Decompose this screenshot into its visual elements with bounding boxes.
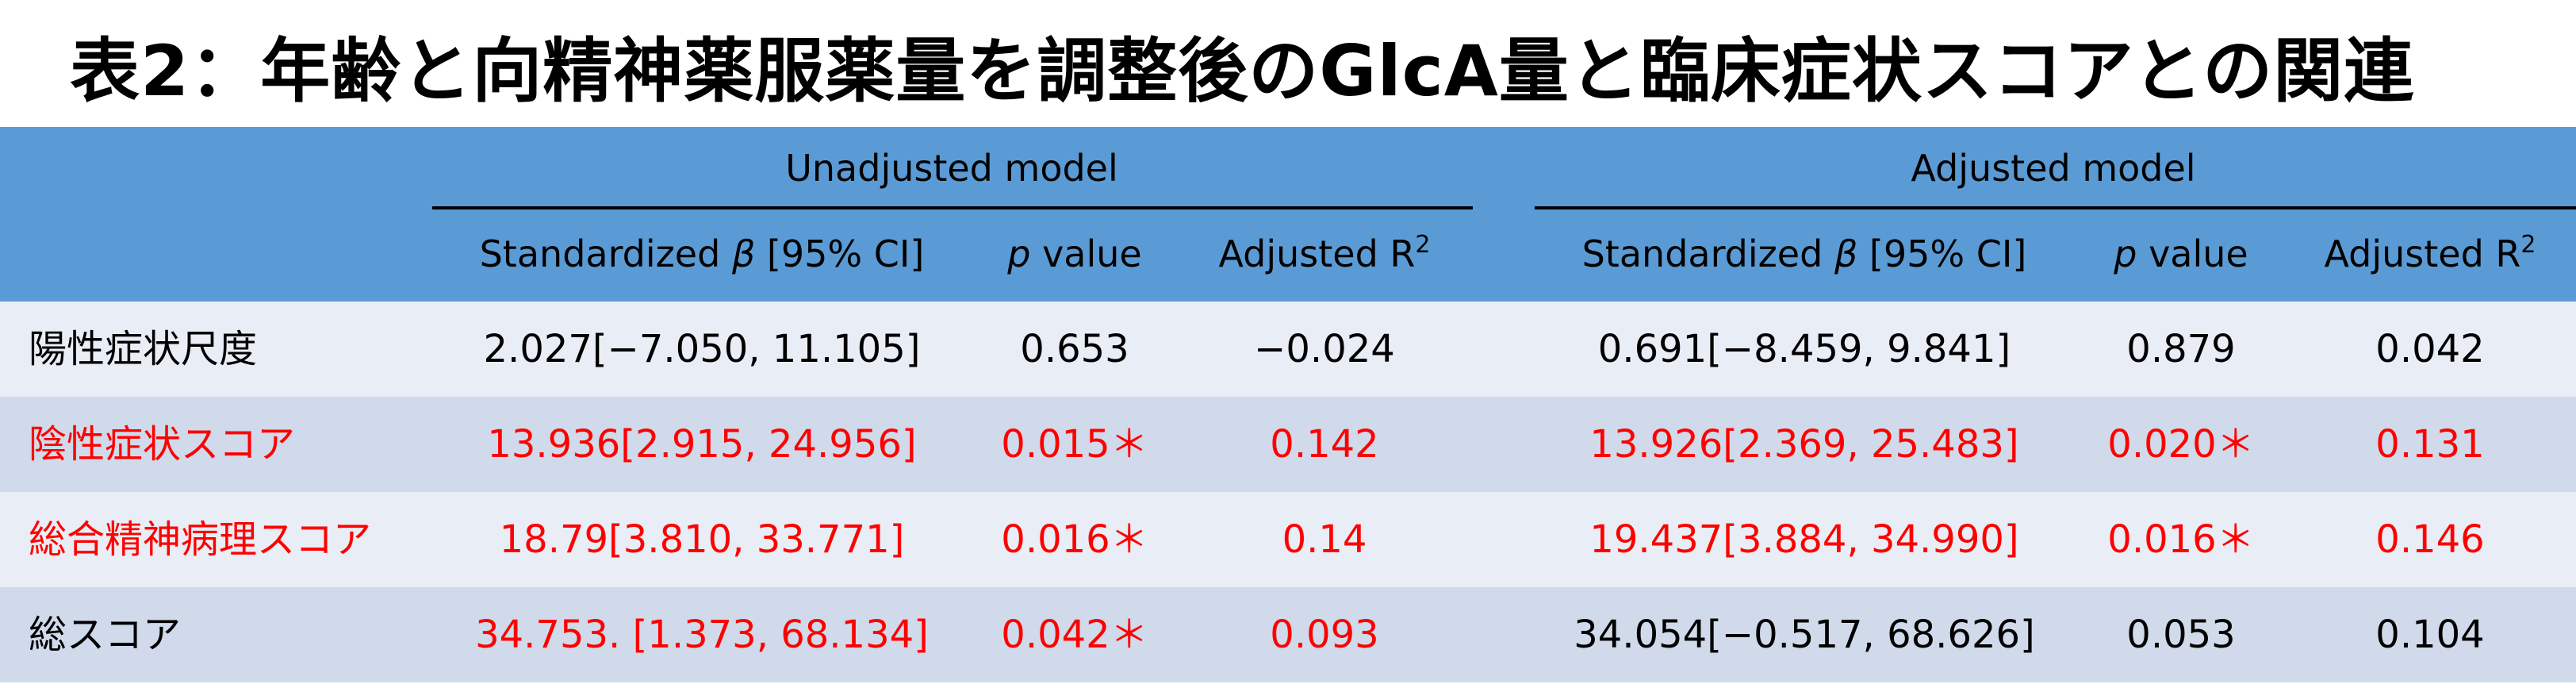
header-beta-suffix: [95% CI]: [755, 232, 925, 275]
header-unadjusted-adjusted-r2: Adjusted R2: [1174, 222, 1475, 286]
table-row-general-psychopathology: 総合精神病理スコア 18.79[3.810, 33.771] 0.016＊ 0.…: [0, 492, 2576, 587]
adjusted-p-cell: 0.016＊: [2107, 517, 2255, 562]
header-r2-superscript: 2: [1415, 231, 1431, 259]
unadjusted-p-cell: 0.653: [1020, 327, 1129, 371]
adjusted-r2-cell: 0.131: [2375, 422, 2485, 467]
adjusted-model-label: Adjusted model: [1911, 147, 2196, 190]
table-row-negative-symptoms: 陰性症状スコア 13.936[2.915, 24.956] 0.015＊ 0.1…: [0, 397, 2576, 492]
unadjusted-model-label: Unadjusted model: [785, 147, 1118, 190]
header-p-suffix: value: [1030, 232, 1142, 275]
unadjusted-beta-cell: 18.79[3.810, 33.771]: [499, 517, 905, 562]
unadjusted-beta-cell: 13.936[2.915, 24.956]: [487, 422, 917, 467]
header-adjusted-p-value: p value: [2078, 222, 2284, 286]
adjusted-r2-cell: 0.042: [2375, 327, 2485, 371]
row-label: 総スコア: [29, 613, 182, 657]
header-beta-prefix: Standardized: [1581, 232, 1834, 275]
header-beta-prefix: Standardized: [479, 232, 732, 275]
unadjusted-model-rule: [432, 206, 1473, 209]
adjusted-beta-cell: 34.054[−0.517, 68.626]: [1574, 613, 2035, 657]
adjusted-beta-cell: 19.437[3.884, 34.990]: [1589, 517, 2019, 562]
slide-title: 表2：年齢と向精神薬服薬量を調整後のGlcA量と臨床症状スコアとの関連: [70, 30, 2415, 112]
unadjusted-beta-cell: 2.027[−7.050, 11.105]: [483, 327, 921, 371]
unadjusted-r2-cell: 0.142: [1270, 422, 1379, 467]
header-unadjusted-p-value: p value: [976, 222, 1174, 286]
adjusted-beta-cell: 13.926[2.369, 25.483]: [1589, 422, 2019, 467]
adjusted-r2-cell: 0.104: [2375, 613, 2485, 657]
header-p-suffix: value: [2137, 232, 2248, 275]
table-row-positive-symptoms: 陽性症状尺度 2.027[−7.050, 11.105] 0.653 −0.02…: [0, 302, 2576, 397]
header-adjusted-adjusted-r2: Adjusted R2: [2284, 222, 2576, 286]
header-r2-text: Adjusted R: [2324, 232, 2521, 275]
adjusted-p-cell: 0.020＊: [2107, 422, 2255, 467]
adjusted-p-cell: 0.053: [2126, 613, 2236, 657]
row-label: 総合精神病理スコア: [29, 517, 372, 562]
beta-symbol: β: [1834, 232, 1858, 275]
beta-symbol: β: [731, 232, 756, 275]
row-label: 陰性症状スコア: [29, 422, 296, 467]
unadjusted-r2-cell: 0.14: [1282, 517, 1367, 562]
adjusted-p-cell: 0.879: [2126, 327, 2236, 371]
p-symbol: p: [2114, 232, 2137, 275]
header-r2-text: Adjusted R: [1218, 232, 1416, 275]
p-symbol: p: [1007, 232, 1031, 275]
row-label: 陽性症状尺度: [29, 327, 258, 371]
unadjusted-p-cell: 0.016＊: [1001, 517, 1148, 562]
unadjusted-r2-cell: 0.093: [1270, 613, 1379, 657]
header-r2-superscript: 2: [2520, 231, 2536, 259]
unadjusted-r2-cell: −0.024: [1254, 327, 1395, 371]
adjusted-beta-cell: 0.691[−8.459, 9.841]: [1597, 327, 2011, 371]
table-header: Unadjusted model Adjusted model Standard…: [0, 127, 2576, 302]
unadjusted-p-cell: 0.015＊: [1001, 422, 1148, 467]
results-table: Unadjusted model Adjusted model Standard…: [0, 127, 2576, 684]
table-row-total-score: 総スコア 34.753. [1.373, 68.134] 0.042＊ 0.09…: [0, 587, 2576, 682]
adjusted-model-rule: [1535, 206, 2576, 209]
adjusted-r2-cell: 0.146: [2375, 517, 2485, 562]
header-beta-suffix: [95% CI]: [1857, 232, 2027, 275]
unadjusted-p-cell: 0.042＊: [1001, 613, 1148, 657]
header-adjusted-beta: Standardized β [95% CI]: [1531, 222, 2078, 286]
unadjusted-beta-cell: 34.753. [1.373, 68.134]: [475, 613, 929, 657]
header-unadjusted-beta: Standardized β [95% CI]: [428, 222, 976, 286]
